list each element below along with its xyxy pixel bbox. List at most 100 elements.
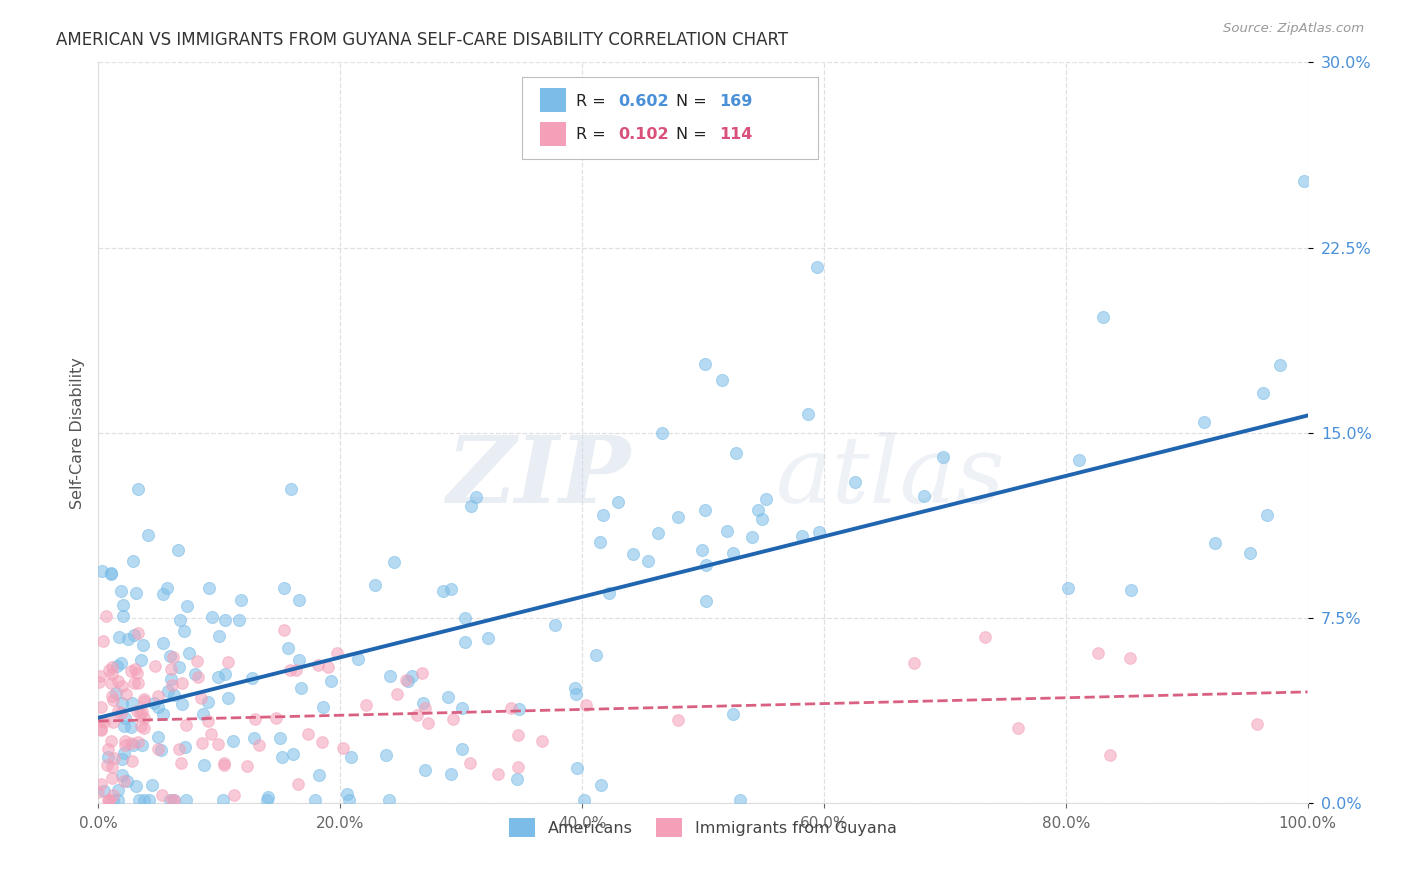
Point <box>96 757 118 772</box>
Point <box>724 446 747 460</box>
Point <box>172 697 194 711</box>
Point <box>152 707 174 722</box>
Point <box>278 663 301 677</box>
Point <box>1087 646 1109 660</box>
Text: atlas: atlas <box>776 432 1005 522</box>
Point <box>148 689 170 703</box>
Point <box>575 698 598 713</box>
Point <box>146 700 169 714</box>
Point <box>91 564 114 578</box>
Point <box>693 503 716 517</box>
Point <box>460 500 482 514</box>
Point <box>97 793 120 807</box>
Point <box>690 543 713 558</box>
Point <box>637 554 659 568</box>
Point <box>191 736 214 750</box>
Point <box>1194 415 1216 429</box>
Point <box>436 690 458 704</box>
Point <box>451 701 474 715</box>
Point <box>170 756 193 771</box>
Point <box>747 502 769 516</box>
Point <box>187 670 209 684</box>
Point <box>378 669 401 683</box>
Point <box>120 665 142 679</box>
Point <box>304 793 326 807</box>
Point <box>103 789 125 803</box>
Point <box>122 676 145 690</box>
FancyBboxPatch shape <box>522 78 818 159</box>
Text: R =: R = <box>576 128 606 143</box>
Point <box>172 675 194 690</box>
Point <box>114 687 136 701</box>
Point <box>190 690 212 705</box>
Point <box>506 772 529 786</box>
Point <box>105 686 128 700</box>
Point <box>152 636 174 650</box>
Point <box>264 711 287 725</box>
Point <box>508 701 530 715</box>
Point <box>844 475 866 490</box>
Text: 0.602: 0.602 <box>619 95 669 109</box>
Point <box>413 764 436 778</box>
Point <box>105 659 128 673</box>
Point <box>120 720 142 734</box>
Point <box>273 623 295 637</box>
Point <box>136 527 159 541</box>
Point <box>531 733 554 747</box>
Point <box>131 738 153 752</box>
Point <box>100 734 122 748</box>
Point <box>214 613 236 627</box>
Point <box>90 714 112 729</box>
Point <box>97 664 120 678</box>
Point <box>162 793 184 807</box>
Point <box>146 742 169 756</box>
Point <box>382 555 405 569</box>
Point <box>207 670 229 684</box>
Point <box>90 777 112 791</box>
Point <box>666 713 689 727</box>
Point <box>212 757 235 772</box>
Point <box>197 714 219 728</box>
Point <box>98 793 121 807</box>
Point <box>807 525 830 540</box>
Point <box>112 608 135 623</box>
Point <box>257 789 280 804</box>
Point <box>120 736 142 750</box>
Point <box>903 657 925 671</box>
Point <box>112 747 135 761</box>
Point <box>398 674 420 689</box>
Point <box>152 587 174 601</box>
Point <box>110 583 132 598</box>
Point <box>1270 358 1292 372</box>
Point <box>163 793 186 807</box>
Point <box>97 749 120 764</box>
Point <box>145 659 167 673</box>
Point <box>486 766 509 780</box>
Point <box>169 613 191 627</box>
Point <box>932 450 955 464</box>
Point <box>200 727 222 741</box>
Point <box>412 696 434 710</box>
Point <box>107 793 129 807</box>
Point <box>93 715 115 730</box>
Point <box>451 742 474 756</box>
Point <box>134 722 156 736</box>
FancyBboxPatch shape <box>540 87 567 112</box>
Point <box>110 696 132 710</box>
Point <box>201 610 224 624</box>
Point <box>107 704 129 718</box>
Point <box>1118 651 1140 665</box>
Point <box>110 768 132 782</box>
Point <box>592 508 614 522</box>
Text: ZIP: ZIP <box>446 432 630 522</box>
Point <box>91 634 114 648</box>
Point <box>589 778 612 792</box>
Point <box>103 751 125 765</box>
Point <box>124 662 146 676</box>
Point <box>790 528 813 542</box>
Point <box>212 793 235 807</box>
Text: 169: 169 <box>718 95 752 109</box>
Point <box>401 668 423 682</box>
Point <box>142 696 165 710</box>
Point <box>193 757 215 772</box>
